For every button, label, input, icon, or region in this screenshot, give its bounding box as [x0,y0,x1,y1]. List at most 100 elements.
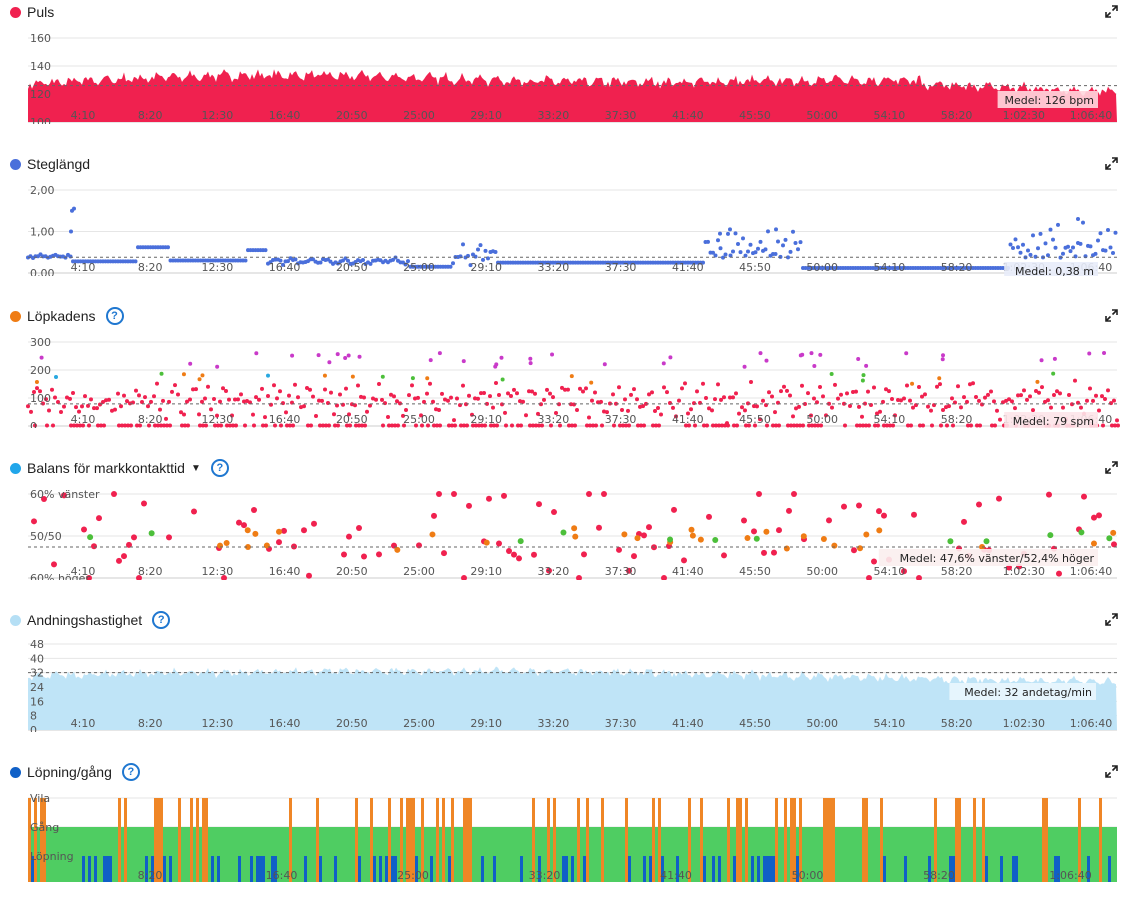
steglangd-section: Steglängd 2,00 1,00 0,00 4:10 8:20 12:30 16:40… [0,152,1128,304]
data-point [534,423,538,428]
bar [733,856,736,882]
bar [259,827,262,882]
data-point [855,423,859,428]
expand-icon[interactable] [1105,5,1118,18]
bar [1021,827,1024,882]
data-point [1076,217,1080,222]
bar [643,856,646,882]
data-point [720,423,724,428]
bar [790,798,793,882]
bar [754,827,757,882]
expand-icon[interactable] [1105,157,1118,170]
data-point [244,543,251,550]
data-point [383,401,387,406]
bar [871,827,874,882]
expand-icon[interactable] [1105,613,1118,626]
expand-icon[interactable] [1105,461,1118,474]
data-point [153,423,157,428]
bar [853,827,856,882]
help-icon[interactable]: ? [105,307,124,325]
bar [466,798,469,882]
dropdown-caret-icon[interactable]: ▼ [190,462,201,474]
data-point [978,423,982,428]
data-point [459,423,463,428]
bar [649,827,652,882]
data-point [123,423,127,428]
bar [61,827,64,882]
bar [1072,827,1075,882]
data-point [665,390,669,395]
bar [658,798,661,882]
data-point [712,536,719,543]
data-point [168,423,172,428]
data-point [935,384,939,389]
data-point [845,391,849,396]
data-point [494,362,499,367]
data-point [726,423,730,428]
bar [823,798,826,882]
data-point [945,423,949,428]
lopning-dot [10,766,21,778]
bar [181,827,184,882]
data-point [488,394,492,399]
data-point [136,575,142,580]
data-point [975,423,979,428]
data-point [634,535,641,542]
help-icon[interactable]: ? [152,611,171,629]
data-point [1008,242,1013,247]
bar [1111,827,1114,882]
x-tick-label: 50:00 [792,869,824,882]
bar [82,856,85,882]
data-point [618,423,622,428]
data-point [306,423,310,428]
data-point [1108,245,1113,250]
data-point [713,397,717,402]
bar [256,827,259,882]
bar [472,827,475,882]
data-point [826,517,832,524]
bar [772,856,775,882]
data-point [410,383,414,388]
data-point [743,408,747,413]
bar [430,856,433,882]
bar [691,827,694,882]
data-point [1113,230,1118,235]
data-point [783,237,788,242]
data-point [68,254,73,259]
help-icon[interactable]: ? [121,763,140,781]
bar [130,827,133,882]
x-tick-label: 41:40 [672,717,704,730]
data-point [773,410,777,415]
data-point [748,242,753,247]
data-point [278,389,282,394]
bar [289,798,292,882]
data-point [711,423,715,428]
bar [562,827,565,882]
x-tick-label: 54:10 [874,717,906,730]
data-point [1010,399,1014,404]
data-point [792,423,796,428]
data-point [591,423,595,428]
data-point [1016,245,1020,250]
expand-icon[interactable] [1105,309,1118,322]
x-tick-label: 58:20 [941,565,973,578]
x-tick-label: 50:00 [806,261,838,274]
bar [163,856,166,882]
data-point [120,423,124,428]
bar [244,827,247,882]
bar [589,827,592,882]
data-point [688,526,695,533]
data-point [976,501,982,508]
data-point [815,400,819,405]
data-point [216,423,220,428]
expand-icon[interactable] [1105,765,1118,778]
data-point [611,392,615,397]
data-point [959,405,963,410]
data-point [701,381,705,386]
data-point [695,389,699,394]
data-point [785,388,789,393]
help-icon[interactable]: ? [210,459,229,477]
bar [736,798,739,882]
bar [238,827,241,882]
data-point [431,399,435,404]
